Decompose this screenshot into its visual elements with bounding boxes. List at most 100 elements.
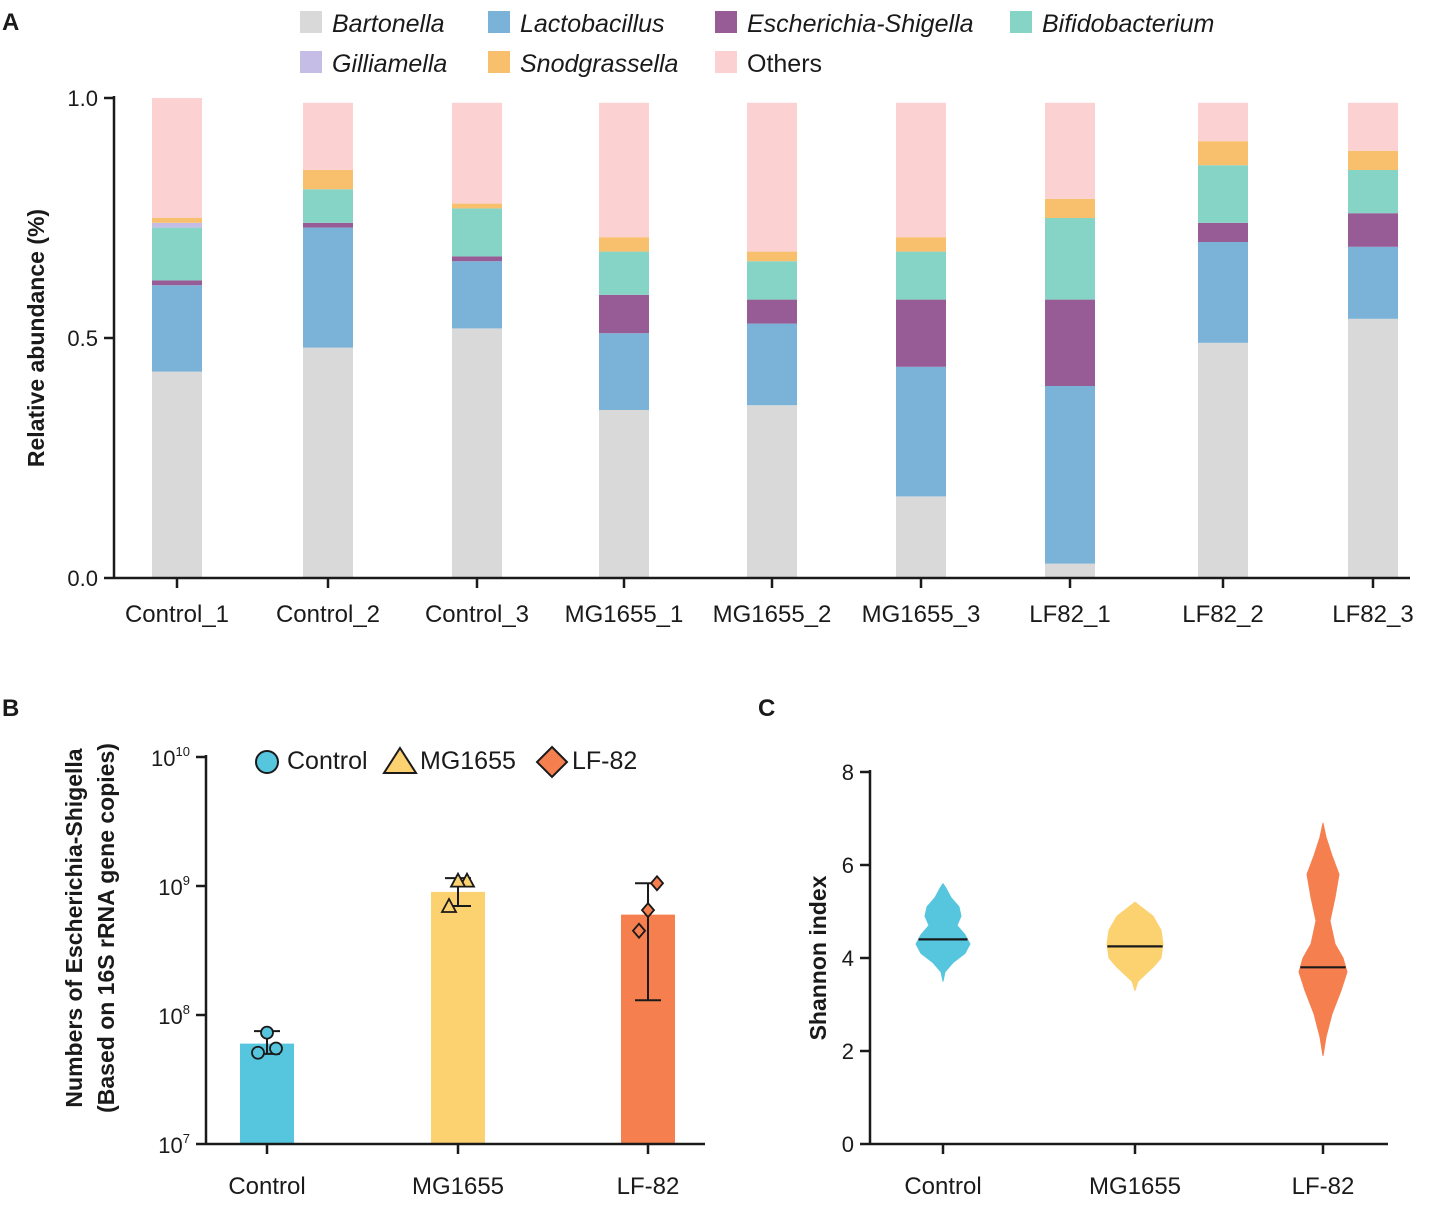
bar-lf82-1-lactobacillus: [1045, 386, 1095, 564]
bar-mg1655-3-others: [896, 102, 946, 238]
x-tick-label-control-3: Control_3: [425, 601, 529, 628]
x-tick-label-control: Control: [904, 1173, 981, 1200]
bar-lf82-2-snodgrassella: [1198, 141, 1248, 166]
bar-lf82-2-bifidobacterium: [1198, 165, 1248, 223]
x-tick-label-control-2: Control_2: [276, 601, 380, 628]
bar-control-2-bifidobacterium: [303, 189, 353, 223]
bar-mg1655-3-lactobacillus: [896, 366, 946, 497]
y-tick-label: 2: [842, 1039, 854, 1064]
bar-control-1-snodgrassella: [152, 218, 202, 223]
y-tick-label: 0.5: [67, 326, 98, 351]
legend-label-snodgrassella: Snodgrassella: [520, 50, 679, 78]
bar-control-1-escherichia-shigella: [152, 280, 202, 286]
y-tick-label: 107: [158, 1131, 190, 1158]
bar-mg1655-2-bifidobacterium: [747, 261, 797, 300]
point-lf-82: [631, 922, 647, 940]
bar-control-3-snodgrassella: [452, 203, 502, 209]
bar-lf82-2-bartonella: [1198, 342, 1248, 578]
legend-swatch-gilliamella: [300, 51, 322, 73]
panel-a-letter: A: [2, 9, 19, 36]
legend-marker-lf-82: [535, 745, 569, 779]
bar-control-3-bifidobacterium: [452, 208, 502, 257]
point-lf-82: [649, 874, 665, 892]
x-tick-label-lf82-3: LF82_3: [1332, 601, 1413, 628]
legend-swatch-escherichia-shigella: [715, 11, 737, 33]
legend-label-control: Control: [287, 747, 368, 775]
bar-mg1655-3-escherichia-shigella: [896, 299, 946, 367]
point-control: [269, 1041, 283, 1056]
panel-a-stacked-bar-chart: Bartonella Lactobacillus Escherichia-Shige…: [23, 10, 1414, 628]
legend-label-lactobacillus: Lactobacillus: [520, 10, 665, 38]
legend-label-escherichia-shigella: Escherichia-Shigella: [747, 10, 974, 38]
bar-control-1-lactobacillus: [152, 285, 202, 372]
legend-swatch-others: [715, 51, 737, 73]
y-tick-label: 0: [842, 1132, 854, 1157]
legend-swatch-lactobacillus: [488, 11, 510, 33]
bar-control-3-others: [452, 102, 502, 204]
legend-label-bifidobacterium: Bifidobacterium: [1042, 10, 1214, 38]
bar-lf82-2-lactobacillus: [1198, 242, 1248, 343]
bar-control: [240, 1043, 294, 1144]
bar-lf82-3-others: [1348, 102, 1398, 151]
x-tick-label-mg1655: MG1655: [1089, 1173, 1181, 1200]
y-tick-label: 8: [842, 760, 854, 785]
x-tick-label-mg1655: MG1655: [412, 1173, 504, 1200]
y-axis-title: Shannon index: [805, 875, 831, 1040]
bar-control-2-snodgrassella: [303, 170, 353, 190]
bar-lf82-1-snodgrassella: [1045, 198, 1095, 218]
bar-mg1655-3-bifidobacterium: [896, 251, 946, 300]
x-tick-label-mg1655-1: MG1655_1: [565, 601, 684, 628]
y-tick-label: 6: [842, 853, 854, 878]
legend-marker-mg1655: [382, 746, 418, 774]
bar-mg1655-2-bartonella: [747, 405, 797, 578]
x-tick-label-lf82-2: LF82_2: [1182, 601, 1263, 628]
panel-c-violin-chart: 0 2 4 6 8 Control MG1655 LF-82 Shannon index: [805, 760, 1388, 1200]
bar-lf82-3-bartonella: [1348, 318, 1398, 578]
y-axis-title: Relative abundance (%): [23, 209, 49, 467]
x-tick-label-lf-82: LF-82: [1292, 1173, 1355, 1200]
bar-control-3-lactobacillus: [452, 261, 502, 329]
bar-mg1655-2-snodgrassella: [747, 251, 797, 262]
bar-mg1655-3-bartonella: [896, 496, 946, 578]
bar-mg1655: [431, 891, 485, 1144]
bar-lf82-1-others: [1045, 102, 1095, 199]
bar-lf82-2-others: [1198, 102, 1248, 142]
y-tick-label: 109: [158, 873, 190, 900]
bar-lf82-1-bifidobacterium: [1045, 218, 1095, 300]
point-mg1655: [449, 871, 467, 888]
bar-control-2-bartonella: [303, 347, 353, 578]
legend-swatch-bifidobacterium: [1010, 11, 1032, 33]
panel-b-log-bar-chart: Control MG1655 LF-82 107 108 109 1010 Control MG…: [61, 743, 705, 1200]
bar-control-3-bartonella: [452, 328, 502, 578]
bar-lf82-1-bartonella: [1045, 563, 1095, 578]
bar-mg1655-1-bartonella: [599, 410, 649, 578]
bar-control-1-bifidobacterium: [152, 227, 202, 281]
bar-control-3-escherichia-shigella: [452, 256, 502, 262]
bar-lf82-3-snodgrassella: [1348, 150, 1398, 170]
x-tick-label-control: Control: [228, 1173, 305, 1200]
legend-label-lf-82: LF-82: [572, 747, 637, 775]
x-tick-label-lf82-1: LF82_1: [1029, 601, 1110, 628]
y-axis-title-line1: Numbers of Escherichia-Shigella: [61, 748, 87, 1107]
legend-marker-control: [255, 750, 279, 774]
bar-control-1-bartonella: [152, 371, 202, 578]
x-tick-label-mg1655-2: MG1655_2: [713, 601, 832, 628]
legend-label-gilliamella: Gilliamella: [332, 50, 447, 78]
legend-swatch-snodgrassella: [488, 51, 510, 73]
y-tick-label: 108: [158, 1002, 190, 1029]
bar-mg1655-1-others: [599, 102, 649, 238]
legend-label-others: Others: [747, 50, 822, 78]
bar-control-2-others: [303, 102, 353, 170]
x-tick-label-control-1: Control_1: [125, 601, 229, 628]
x-tick-label-mg1655-3: MG1655_3: [862, 601, 981, 628]
violin-control: [915, 883, 971, 982]
legend-label-mg1655: MG1655: [420, 747, 516, 775]
point-control: [251, 1045, 265, 1060]
legend-label-bartonella: Bartonella: [332, 10, 445, 38]
y-tick-label: 1010: [151, 744, 190, 771]
bar-mg1655-2-others: [747, 102, 797, 252]
bar-control-2-escherichia-shigella: [303, 222, 353, 228]
point-lf-82: [640, 901, 656, 919]
bar-mg1655-1-escherichia-shigella: [599, 294, 649, 334]
